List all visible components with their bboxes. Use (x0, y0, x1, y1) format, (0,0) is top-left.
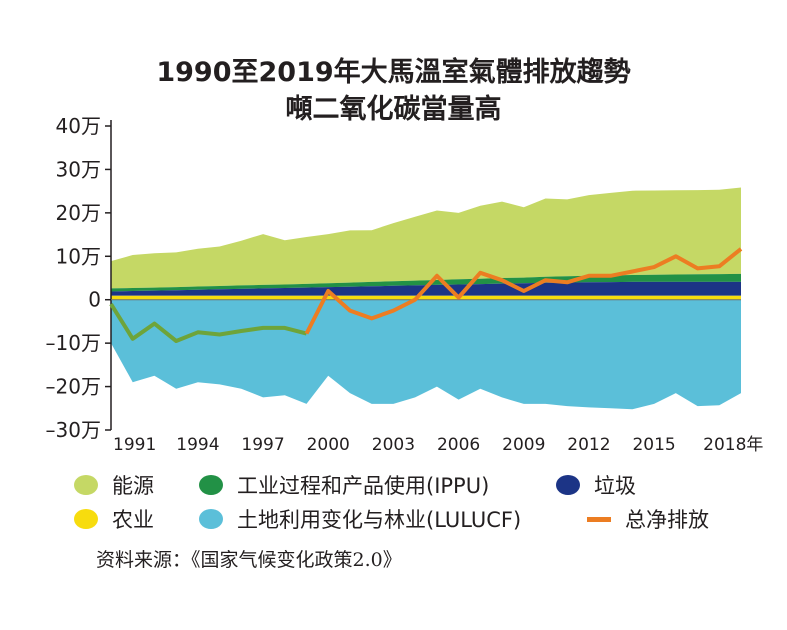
legend-swatch-ippu (199, 475, 223, 495)
legend-swatch-lulucf (199, 509, 223, 529)
x-tick-label-0: 1991 (113, 435, 156, 455)
x-tick-label-3: 2000 (307, 435, 350, 455)
legend-label-agriculture: 农业 (112, 508, 154, 532)
legend-swatch-waste (556, 475, 580, 495)
y-tick-label-3: 10万 (56, 244, 101, 268)
source-note: 资料来源：《国家气候变化政策2.0》 (96, 549, 402, 571)
legend-swatch-agriculture (74, 509, 98, 529)
x-tick-label-4: 2003 (372, 435, 415, 455)
x-tick-label-9: 2018年 (703, 435, 763, 455)
chart-title-line2: 噸二氧化碳當量高 (285, 94, 502, 125)
net-line-early (109, 303, 308, 343)
y-tick-label-1: 30万 (56, 157, 101, 181)
y-tick-label-7: –30万 (46, 418, 101, 442)
x-tick-label-8: 2015 (632, 435, 675, 455)
y-tick-label-4: 0 (88, 288, 101, 312)
area-agriculture (111, 295, 741, 300)
legend-item-lulucf: 土地利用变化与林业(LULUCF) (199, 504, 521, 534)
y-tick-label-0: 40万 (56, 114, 101, 138)
x-tick-label-6: 2009 (502, 435, 545, 455)
legend-item-agriculture: 农业 (74, 504, 154, 534)
legend-item-energy: 能源 (74, 470, 154, 500)
x-tick-label-7: 2012 (567, 435, 610, 455)
x-tick-label-1: 1994 (176, 435, 219, 455)
legend-swatch-net (587, 516, 611, 522)
legend-label-net: 总净排放 (625, 508, 709, 532)
chart-title-line1: 1990至2019年大馬溫室氣體排放趨勢 (156, 57, 631, 88)
x-tick-label-5: 2006 (437, 435, 480, 455)
y-tick-label-2: 20万 (56, 201, 101, 225)
legend-item-waste: 垃圾 (556, 470, 636, 500)
legend-label-energy: 能源 (112, 474, 154, 498)
legend-item-ippu: 工业过程和产品使用(IPPU) (199, 470, 489, 500)
y-tick-label-5: –10万 (46, 331, 101, 355)
x-tick-label-2: 1997 (241, 435, 284, 455)
legend-swatch-energy (74, 475, 98, 495)
legend-item-net: 总净排放 (587, 504, 709, 534)
legend-label-ippu: 工业过程和产品使用(IPPU) (237, 474, 490, 498)
y-tick-label-6: –20万 (46, 375, 101, 399)
area-energy (111, 187, 741, 289)
legend-label-lulucf: 土地利用变化与林业(LULUCF) (237, 508, 522, 532)
legend-label-waste: 垃圾 (594, 474, 636, 498)
emissions-area-chart: 40万 30万 20万 10万 0 –10万 –20万 –30万 1991 1994 1997 200… (46, 114, 764, 455)
area-lulucf (111, 299, 741, 410)
net-line (304, 247, 743, 335)
